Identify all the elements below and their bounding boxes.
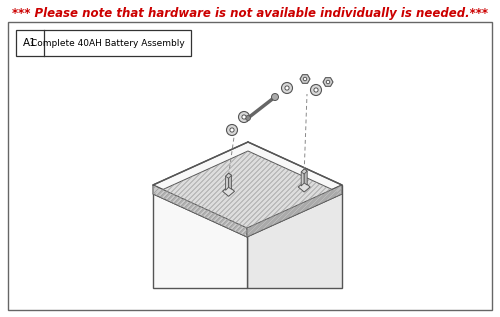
Polygon shape <box>298 182 310 192</box>
Polygon shape <box>222 186 234 196</box>
Text: *** Please note that hardware is not available individually is needed.***: *** Please note that hardware is not ava… <box>12 7 488 20</box>
Polygon shape <box>153 142 342 228</box>
Circle shape <box>310 85 322 95</box>
Circle shape <box>226 125 237 135</box>
Polygon shape <box>226 173 228 190</box>
Polygon shape <box>247 185 342 288</box>
Circle shape <box>326 80 330 84</box>
Circle shape <box>230 128 234 132</box>
Circle shape <box>303 77 307 81</box>
Polygon shape <box>323 78 333 86</box>
Polygon shape <box>304 169 307 185</box>
Circle shape <box>285 86 289 90</box>
Circle shape <box>272 94 278 100</box>
Polygon shape <box>153 185 247 237</box>
Circle shape <box>238 112 250 122</box>
Circle shape <box>242 115 246 119</box>
Polygon shape <box>301 169 307 174</box>
Polygon shape <box>301 169 304 186</box>
Circle shape <box>282 82 292 94</box>
Bar <box>16 30 191 56</box>
Polygon shape <box>300 75 310 83</box>
Circle shape <box>314 88 318 92</box>
Text: A1: A1 <box>23 38 37 48</box>
Polygon shape <box>247 185 342 237</box>
Polygon shape <box>153 151 342 237</box>
Polygon shape <box>228 173 232 189</box>
Polygon shape <box>226 173 232 178</box>
Text: Complete 40AH Battery Assembly: Complete 40AH Battery Assembly <box>31 38 185 48</box>
Circle shape <box>246 115 250 120</box>
Polygon shape <box>153 185 247 288</box>
